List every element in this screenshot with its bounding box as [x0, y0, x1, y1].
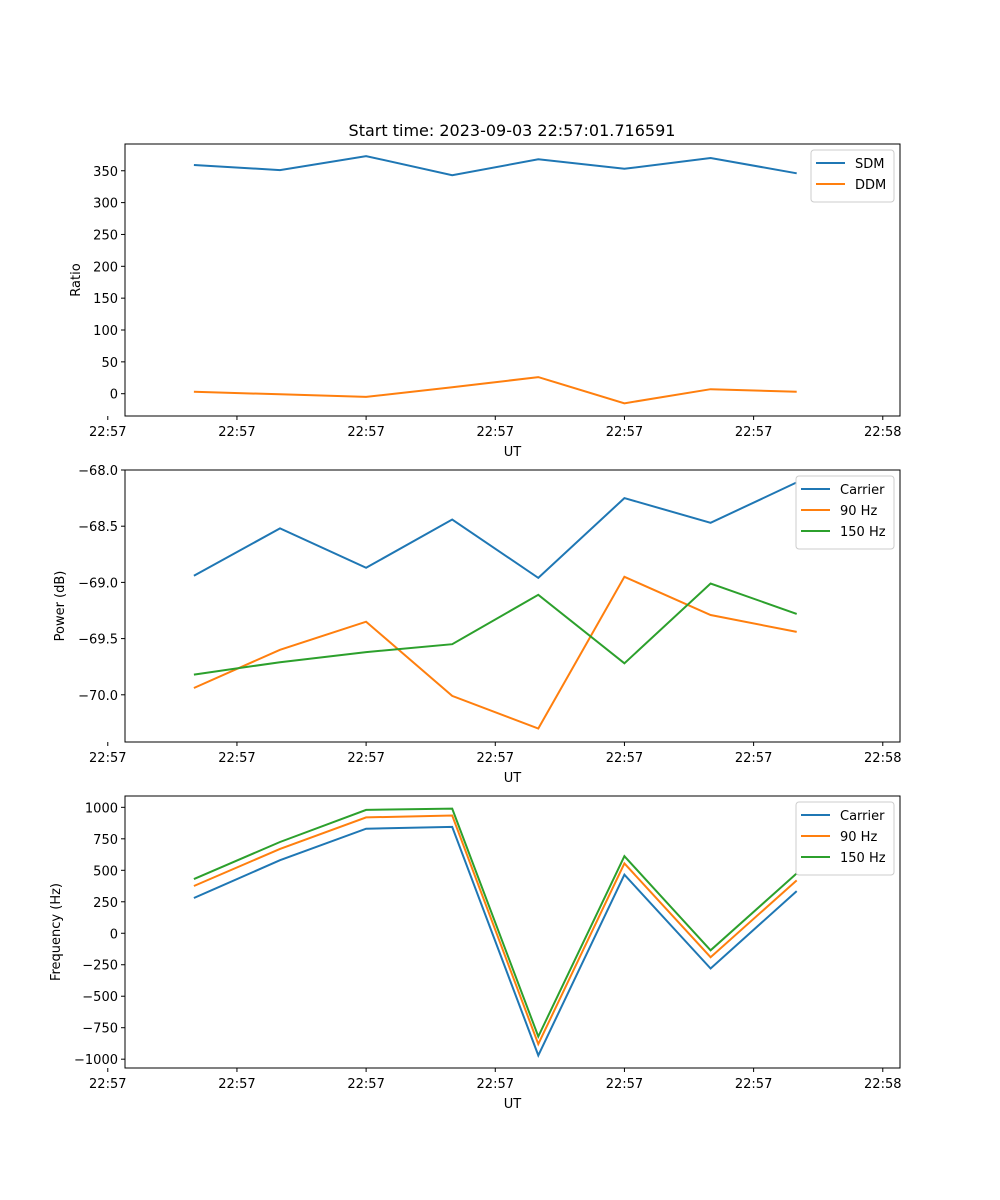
frequency-legend-label: 90 Hz [840, 830, 877, 845]
ratio-y-axis-label: Ratio [69, 263, 84, 296]
ratio-y-tick-label: 50 [101, 356, 118, 371]
power-x-tick-label: 22:57 [218, 751, 255, 766]
ratio-y-tick-label: 200 [93, 260, 118, 275]
ratio-y-tick-label: 300 [93, 197, 118, 212]
power-series-line-carrier [193, 481, 798, 580]
power-x-tick-label: 22:57 [477, 751, 514, 766]
ratio-legend-label: SDM [855, 157, 884, 172]
power-legend-label: 90 Hz [840, 504, 877, 519]
frequency-x-tick-label: 22:57 [735, 1077, 772, 1092]
frequency-y-tick-label: −1000 [74, 1053, 118, 1068]
frequency-series-line-carrier [193, 825, 798, 1058]
power-y-tick-label: −69.5 [78, 633, 118, 648]
power-series-line-150-hz [193, 582, 798, 676]
ratio-x-tick-label: 22:57 [347, 425, 384, 440]
frequency-x-tick-label: 22:57 [606, 1077, 643, 1092]
ratio-series-line-sdm [193, 155, 797, 177]
frequency-x-tick-label: 22:57 [218, 1077, 255, 1092]
ratio-series-line-ddm [193, 376, 797, 405]
frequency-y-axis-label: Frequency (Hz) [49, 883, 64, 981]
frequency-y-tick-label: 500 [93, 864, 118, 879]
frequency-legend: Carrier 90 Hz 150 Hz [795, 801, 895, 876]
frequency-y-tick-label: −250 [82, 959, 118, 974]
frequency-x-tick-label: 22:57 [89, 1077, 126, 1092]
ratio-panel: 22:57 22:57 22:57 22:57 22:57 22:57 22:58 0 50 10… [69, 143, 902, 460]
frequency-axes-frame [124, 795, 901, 1069]
ratio-axes-frame [124, 143, 901, 417]
power-legend-label: 150 Hz [840, 525, 886, 540]
power-x-tick-label: 22:57 [606, 751, 643, 766]
frequency-series-line-150-hz [193, 807, 798, 1040]
power-legend-label: Carrier [840, 483, 885, 498]
ratio-x-tick-label: 22:57 [477, 425, 514, 440]
frequency-panel: 22:57 22:57 22:57 22:57 22:57 22:57 22:58 −1000… [49, 795, 902, 1112]
ratio-x-tick-label: 22:57 [218, 425, 255, 440]
frequency-x-tick-label: 22:58 [864, 1077, 901, 1092]
frequency-y-tick-label: 1000 [85, 801, 118, 816]
power-y-tick-label: −68.0 [78, 464, 118, 479]
ratio-y-tick-label: 250 [93, 228, 118, 243]
frequency-y-tick-label: −500 [82, 990, 118, 1005]
frequency-y-tick-label: −750 [82, 1022, 118, 1037]
frequency-x-tick-label: 22:57 [347, 1077, 384, 1092]
power-legend: Carrier 90 Hz 150 Hz [795, 475, 895, 550]
power-x-axis-label: UT [504, 771, 522, 786]
ratio-x-tick-label: 22:57 [606, 425, 643, 440]
frequency-y-tick-label: 250 [93, 896, 118, 911]
power-x-tick-label: 22:57 [89, 751, 126, 766]
frequency-legend-label: Carrier [840, 809, 885, 824]
ratio-legend: SDM DDM [810, 149, 895, 203]
ratio-legend-label: DDM [855, 178, 886, 193]
frequency-series-line-90-hz [193, 814, 798, 1047]
ratio-y-tick-label: 350 [93, 165, 118, 180]
chart-title: Start time: 2023-09-03 22:57:01.716591 [349, 121, 676, 140]
power-x-tick-label: 22:57 [347, 751, 384, 766]
power-y-tick-label: −69.0 [78, 576, 118, 591]
power-x-tick-label: 22:57 [735, 751, 772, 766]
frequency-x-tick-label: 22:57 [477, 1077, 514, 1092]
ratio-x-axis-label: UT [504, 445, 522, 460]
power-y-axis-label: Power (dB) [53, 571, 68, 642]
frequency-y-tick-label: 0 [110, 927, 118, 942]
ratio-x-tick-label: 22:57 [89, 425, 126, 440]
frequency-x-axis-label: UT [504, 1097, 522, 1112]
ratio-x-tick-label: 22:57 [735, 425, 772, 440]
power-x-tick-label: 22:58 [864, 751, 901, 766]
ratio-y-tick-label: 0 [110, 388, 118, 403]
ratio-x-tick-label: 22:58 [864, 425, 901, 440]
frequency-y-tick-label: 750 [93, 833, 118, 848]
ratio-y-tick-label: 150 [93, 292, 118, 307]
power-series-line-90-hz [193, 575, 797, 730]
power-panel: 22:57 22:57 22:57 22:57 22:57 22:57 22:58 −70.0… [53, 464, 902, 786]
power-y-tick-label: −70.0 [78, 689, 118, 704]
power-axes-frame [124, 469, 901, 743]
frequency-legend-label: 150 Hz [840, 851, 886, 866]
ratio-y-tick-label: 100 [93, 324, 118, 339]
power-y-tick-label: −68.5 [78, 520, 118, 535]
